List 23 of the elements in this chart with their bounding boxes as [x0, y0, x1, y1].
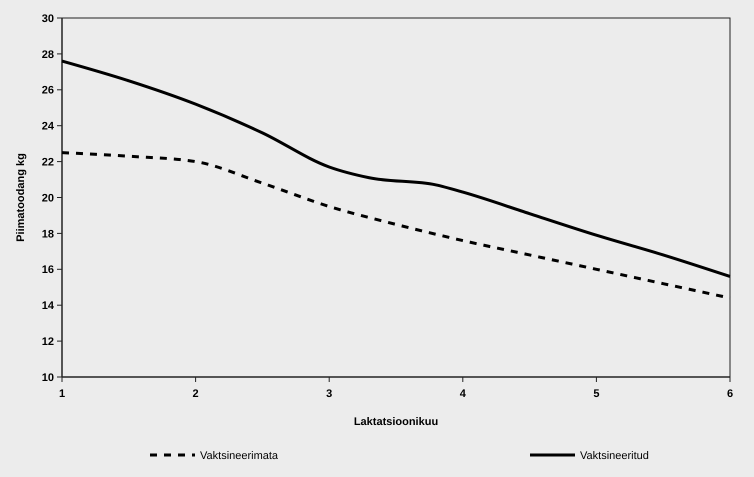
y-tick-label: 30 — [42, 12, 54, 25]
line-series — [60, 60, 732, 278]
x-tick-label: 5 — [593, 388, 600, 400]
y-tick-label: 16 — [42, 264, 54, 276]
y-tick-label: 22 — [42, 156, 54, 168]
line-series — [60, 151, 732, 300]
y-tick-label: 10 — [42, 372, 54, 384]
x-tick-label: 1 — [58, 388, 66, 400]
y-tick-label: 28 — [42, 48, 54, 61]
y-tick-label: 24 — [42, 120, 55, 133]
y-axis-title: Piimatoodang kg — [15, 153, 27, 242]
x-tick-label: 3 — [326, 388, 332, 400]
x-axis-title: Laktatsioonikuu — [354, 416, 438, 428]
y-tick-label: 18 — [42, 228, 54, 240]
y-tick-label: 12 — [42, 336, 54, 348]
y-tick-label: 20 — [42, 192, 54, 204]
legend-label: Vaktsineerimata — [200, 450, 279, 462]
y-tick-label: 14 — [42, 300, 55, 312]
x-tick-label: 6 — [726, 388, 734, 400]
y-tick-label: 26 — [42, 84, 54, 97]
legend-label: Vaktsineeritud — [580, 450, 649, 462]
x-tick-label: 4 — [460, 388, 467, 400]
x-tick-label: 2 — [192, 388, 199, 400]
